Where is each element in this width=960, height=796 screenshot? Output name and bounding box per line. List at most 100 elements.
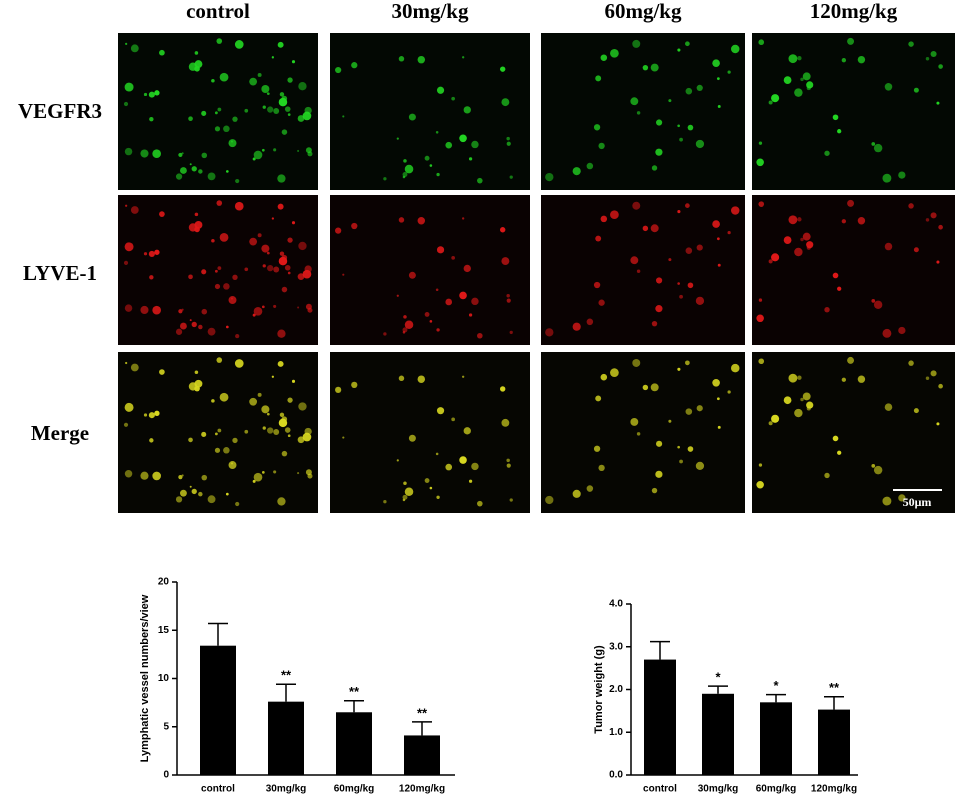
stain-spot xyxy=(207,327,216,336)
stain-spot xyxy=(783,396,792,405)
stain-spot xyxy=(244,429,249,434)
stain-spot xyxy=(884,242,893,251)
stain-spot xyxy=(211,238,215,243)
stain-spot xyxy=(201,110,207,116)
stain-spot xyxy=(655,440,663,447)
stain-spot xyxy=(148,91,155,98)
stain-spot xyxy=(445,298,453,306)
stain-spot xyxy=(499,227,506,233)
stain-spot xyxy=(632,358,641,367)
stain-spot xyxy=(436,86,445,94)
stain-spot xyxy=(223,125,230,133)
stain-spot xyxy=(342,436,345,439)
stain-spot xyxy=(436,407,445,415)
x-tick-label: control xyxy=(643,784,677,795)
stain-spot xyxy=(598,464,605,472)
stain-spot xyxy=(509,175,513,179)
stain-spot xyxy=(271,56,274,59)
stain-spot xyxy=(871,142,876,146)
stain-spot xyxy=(794,88,803,97)
stain-spot xyxy=(351,222,358,230)
stain-spot xyxy=(871,298,876,303)
stain-spot xyxy=(429,320,433,323)
stain-spot xyxy=(273,266,280,273)
stain-spot xyxy=(857,217,866,225)
stain-spot xyxy=(278,97,288,107)
stain-spot xyxy=(768,421,773,426)
stain-spot xyxy=(938,64,943,69)
stain-spot xyxy=(261,84,270,93)
stain-spot xyxy=(930,370,937,377)
stain-spot xyxy=(277,174,286,183)
stain-spot xyxy=(279,412,285,418)
stain-spot xyxy=(727,70,731,74)
stain-spot xyxy=(149,438,154,443)
stain-spot xyxy=(837,286,842,291)
stain-spot xyxy=(408,271,416,279)
stain-spot xyxy=(506,294,510,298)
stain-spot xyxy=(408,113,416,121)
stain-spot xyxy=(123,101,129,107)
stain-spot xyxy=(279,92,285,97)
stain-spot xyxy=(882,496,892,506)
stain-spot xyxy=(225,492,229,496)
significance-mark: ** xyxy=(417,705,428,720)
stain-spot xyxy=(463,264,471,273)
bar xyxy=(268,701,304,775)
stain-spot xyxy=(695,296,705,305)
stain-spot xyxy=(252,157,256,161)
stain-spot xyxy=(211,78,215,83)
stain-spot xyxy=(252,479,256,483)
stain-spot xyxy=(149,275,154,280)
stain-spot xyxy=(216,38,223,44)
stain-spot xyxy=(677,48,681,52)
stain-spot xyxy=(679,137,683,142)
stain-spot xyxy=(124,304,133,312)
stain-spot xyxy=(267,106,274,113)
stain-spot xyxy=(756,314,764,323)
stain-spot xyxy=(687,446,694,452)
stain-spot xyxy=(468,479,473,483)
stain-spot xyxy=(788,54,798,64)
stain-spot xyxy=(501,418,510,427)
stain-spot xyxy=(298,241,307,251)
stain-spot xyxy=(257,392,262,397)
stain-spot xyxy=(159,211,165,217)
stain-spot xyxy=(898,171,906,179)
stain-spot xyxy=(287,113,291,116)
stain-spot xyxy=(677,210,681,214)
stain-spot xyxy=(402,498,406,502)
stain-spot xyxy=(685,203,690,208)
stain-spot xyxy=(873,300,883,309)
stain-spot xyxy=(253,150,263,160)
y-tick-label: 20 xyxy=(158,577,170,588)
stain-spot xyxy=(180,167,187,174)
stain-spot xyxy=(636,111,641,115)
stain-spot xyxy=(402,331,406,334)
stain-spot xyxy=(630,256,639,265)
stain-spot xyxy=(436,246,445,254)
stain-spot xyxy=(424,155,430,161)
stain-spot xyxy=(154,410,160,416)
stain-spot xyxy=(214,111,218,115)
stain-spot xyxy=(266,92,270,96)
stain-spot xyxy=(125,42,128,46)
stain-spot xyxy=(677,124,680,128)
stain-spot xyxy=(451,255,456,260)
stain-spot xyxy=(506,458,510,463)
stain-spot xyxy=(404,487,414,496)
y-tick-label: 1.0 xyxy=(609,727,623,738)
stain-spot xyxy=(140,305,149,315)
stain-spot xyxy=(908,41,914,47)
stain-spot xyxy=(632,39,641,48)
stain-spot xyxy=(857,55,866,64)
stain-spot xyxy=(509,330,513,335)
stain-spot xyxy=(404,164,414,174)
stain-spot xyxy=(802,232,811,241)
micrograph xyxy=(330,195,530,345)
stain-spot xyxy=(463,106,471,114)
stain-spot xyxy=(593,445,601,452)
stain-spot xyxy=(600,215,608,223)
stain-spot xyxy=(687,124,694,131)
stain-spot xyxy=(898,494,906,502)
